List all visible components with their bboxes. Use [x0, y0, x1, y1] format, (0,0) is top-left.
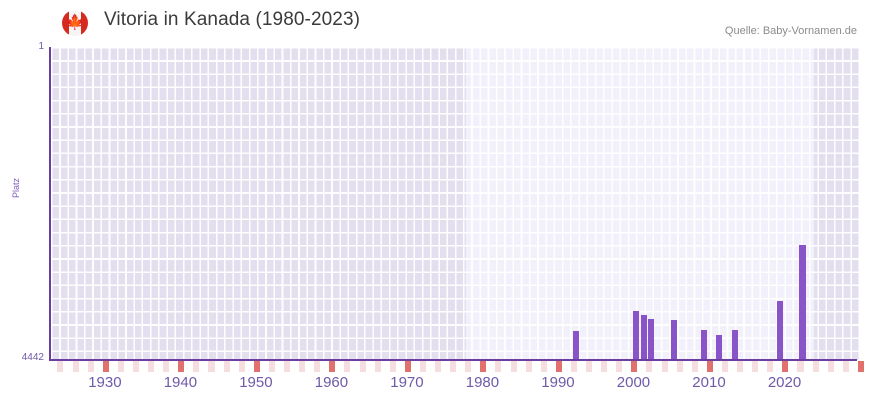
x-axis-tick-minor: [268, 361, 275, 372]
x-axis-tick-minor: [283, 361, 291, 372]
x-axis-tick-minor: [435, 361, 442, 372]
x-axis-tick-minor: [238, 361, 245, 372]
x-axis-tick-minor: [601, 361, 608, 372]
x-axis-tick-minor: [132, 361, 139, 372]
x-axis-tick-band: [49, 361, 864, 372]
x-axis-tick-minor: [812, 361, 819, 372]
x-axis-tick-minor: [299, 361, 306, 372]
x-axis-tick-major: [631, 361, 638, 372]
x-axis-tick-major: [706, 361, 713, 372]
x-axis-tick-minor: [57, 361, 64, 372]
plot-gridlines: [51, 47, 859, 360]
x-axis-tick-minor: [540, 361, 547, 372]
bar[interactable]: [633, 310, 640, 360]
maple-leaf-icon: 🍁: [65, 14, 85, 31]
x-axis-line: [49, 359, 857, 361]
y-axis-tick-bottom-label: 4442: [21, 352, 44, 363]
bar[interactable]: [671, 319, 678, 360]
x-axis-tick-minor: [223, 361, 230, 372]
x-axis-tick-minor: [721, 361, 728, 372]
x-axis-tick-major: [102, 361, 109, 372]
x-axis-tick-minor: [586, 361, 593, 372]
x-axis-tick-label: 1930: [88, 374, 122, 391]
x-axis-tick-minor: [148, 361, 155, 372]
x-axis-tick-minor: [419, 361, 426, 372]
bar[interactable]: [716, 334, 723, 360]
x-axis-tick-label: 1950: [239, 374, 273, 391]
flag-band-right: [81, 10, 88, 36]
x-axis-tick-major: [480, 361, 487, 372]
canada-flag-icon: 🍁: [62, 10, 88, 36]
x-axis-tick-minor: [661, 361, 668, 372]
x-axis-tick-label: 2000: [616, 374, 651, 391]
x-axis-tick-minor: [752, 361, 759, 372]
y-axis-tick-top-label: 1: [38, 41, 44, 52]
x-axis-tick-minor: [193, 361, 200, 372]
x-axis-tick-minor: [374, 361, 381, 372]
x-axis-tick-minor: [163, 361, 170, 372]
bar[interactable]: [799, 244, 806, 360]
chart-header: 🍁 Vitoria in Kanada (1980-2023) Quelle: …: [0, 0, 873, 44]
x-axis-tick-label: 1990: [541, 374, 575, 391]
x-axis-tick-major: [178, 361, 185, 372]
bar[interactable]: [640, 314, 647, 360]
x-axis-tick-minor: [72, 361, 79, 372]
x-axis-tick-minor: [525, 361, 532, 372]
x-axis-tick-minor: [495, 361, 502, 372]
bar[interactable]: [701, 329, 708, 360]
x-axis-tick-minor: [465, 361, 472, 372]
page-title: Vitoria in Kanada (1980-2023): [104, 9, 361, 30]
x-axis-tick-major: [253, 361, 260, 372]
bar[interactable]: [648, 318, 655, 360]
x-axis-tick-label: 2010: [692, 374, 726, 391]
x-axis-tick-minor: [767, 361, 774, 372]
x-axis-tick-major: [782, 361, 789, 372]
x-axis-tick-label: 1980: [465, 374, 500, 391]
y-axis-title: Platz: [11, 178, 21, 199]
x-axis-tick-major: [555, 361, 562, 372]
x-axis-tick-minor: [117, 361, 124, 372]
x-axis-tick-major: [329, 361, 336, 372]
x-axis-tick-minor: [208, 361, 215, 372]
x-axis-tick-minor: [510, 361, 517, 372]
x-axis-tick-label: 1970: [390, 374, 424, 391]
flag-band-left: [62, 10, 69, 36]
x-axis-tick-minor: [842, 361, 849, 372]
x-axis-tick-label: 2020: [767, 374, 802, 391]
x-axis-tick-minor: [737, 361, 744, 372]
x-axis-tick-minor: [616, 361, 623, 372]
x-axis-tick-minor: [827, 361, 834, 372]
bar[interactable]: [776, 300, 783, 360]
plot-area: [49, 47, 859, 360]
x-axis-tick-minor: [389, 361, 396, 372]
x-axis-tick-label: 1940: [163, 374, 198, 391]
x-axis-tick-minor: [450, 361, 457, 372]
x-axis-tick-label: 1960: [314, 374, 349, 391]
y-axis-tick-bottom: 4442: [0, 352, 44, 364]
x-axis-tick-minor: [676, 361, 683, 372]
x-axis-tick-minor: [570, 361, 577, 372]
x-axis-tick-minor: [797, 361, 804, 372]
x-axis-tick-minor: [691, 361, 698, 372]
chart-source-label: Quelle: Baby-Vornamen.de: [724, 25, 857, 37]
x-axis-tick-minor: [646, 361, 653, 372]
x-axis-tick-major: [404, 361, 411, 372]
x-axis-tick-major: [857, 361, 864, 372]
x-axis-tick-minor: [359, 361, 366, 372]
bar[interactable]: [731, 329, 738, 360]
x-axis-tick-minor: [344, 361, 351, 372]
bar-series: [51, 47, 859, 360]
x-axis-tick-minor: [87, 361, 94, 372]
x-axis-tick-minor: [314, 361, 321, 372]
y-axis-tick-top: 1: [0, 41, 44, 53]
bar[interactable]: [572, 330, 579, 360]
